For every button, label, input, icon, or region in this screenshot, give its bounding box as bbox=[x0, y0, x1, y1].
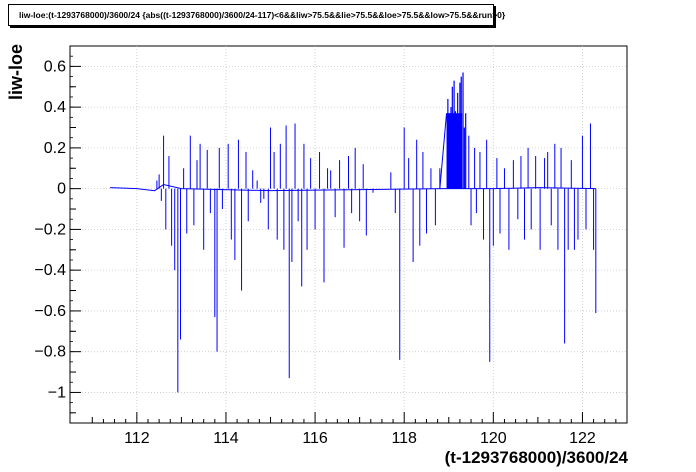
plot-frame bbox=[69, 45, 628, 424]
x-tick-label: 120 bbox=[480, 430, 507, 447]
y-tick-label: −0.6 bbox=[34, 303, 66, 320]
x-tick-label: 118 bbox=[391, 430, 417, 447]
grid bbox=[70, 46, 627, 423]
y-tick-label: −0.8 bbox=[34, 344, 66, 361]
axes: 112 114 116 118 120 122 0.6 0.4 0.2 0 −0.2 −0.4 −0.6… bbox=[34, 55, 617, 447]
x-tick-label: 114 bbox=[213, 430, 239, 447]
y-axis-label: liw-loe bbox=[6, 43, 26, 100]
y-tick-label: 0.6 bbox=[44, 58, 66, 75]
data-series bbox=[110, 72, 597, 393]
chart-title: liw-loe:(t-1293768000)/3600/24 {abs((t-1… bbox=[19, 10, 506, 20]
x-tick-label: 116 bbox=[302, 430, 328, 447]
ramp-segment bbox=[439, 113, 448, 189]
x-tick-label: 122 bbox=[569, 430, 596, 447]
y-tick-label: 0.2 bbox=[44, 140, 66, 157]
x-axis-label: (t-1293768000)/3600/24 bbox=[444, 448, 628, 467]
x-tick-label: 112 bbox=[124, 430, 150, 447]
y-tick-label: 0 bbox=[57, 181, 66, 198]
y-tick-label: −0.2 bbox=[34, 221, 66, 238]
y-tick-label: 0.4 bbox=[44, 99, 66, 116]
baseline-trace bbox=[110, 184, 596, 192]
y-tick-label: −1 bbox=[48, 384, 66, 401]
y-tick-label: −0.4 bbox=[34, 262, 66, 279]
chart-title-box: liw-loe:(t-1293768000)/3600/24 {abs((t-1… bbox=[8, 4, 505, 26]
